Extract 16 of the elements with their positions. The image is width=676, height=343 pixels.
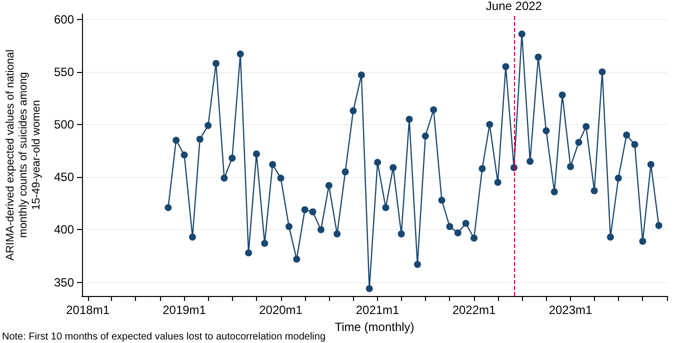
- y-tick-label: 350: [54, 275, 74, 290]
- y-axis-title: ARIMA-derived expected values of national monthly counts of suicides among 15-49-year-old women: [4, 50, 43, 260]
- y-tick-label: 400: [54, 222, 74, 237]
- x-tick-label: 2022m1: [452, 303, 496, 317]
- text: Note: First 10 months of expected values lost to autocorrelation modeling: [2, 332, 326, 342]
- x-tick-label: 2021m1: [356, 303, 400, 317]
- y-tick-label: 500: [54, 117, 74, 132]
- x-tick-label: 2018m1: [66, 303, 110, 317]
- x-tick-label: 2020m1: [259, 303, 303, 317]
- x-tick-label: 2023m1: [548, 303, 593, 317]
- y-tick-label: 450: [54, 170, 74, 184]
- ref-line-label: June 2022: [486, 0, 542, 13]
- x-tick-label: 2019m1: [162, 303, 206, 317]
- y-tick-label: 600: [54, 12, 74, 26]
- y-tick-label: 550: [54, 64, 74, 79]
- x-axis-title: Time (monthly): [334, 320, 414, 334]
